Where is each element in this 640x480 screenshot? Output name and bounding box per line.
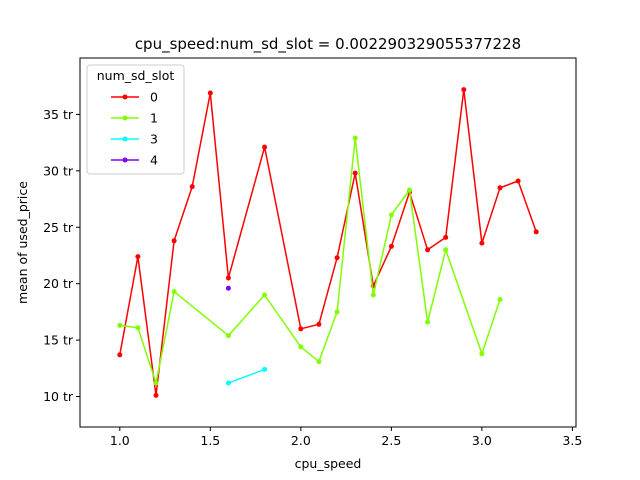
legend-label-0: 0 [150, 90, 158, 105]
data-point-1 [153, 380, 159, 386]
data-point-1 [135, 325, 141, 331]
legend-title: num_sd_slot [97, 68, 175, 83]
x-tick-label: 1.5 [200, 433, 220, 448]
data-point-1 [117, 322, 123, 328]
data-point-1 [334, 309, 340, 315]
data-point-0 [189, 184, 195, 190]
data-point-1 [225, 333, 231, 339]
data-point-0 [388, 243, 394, 249]
legend-marker-3 [122, 136, 128, 142]
data-point-0 [262, 144, 268, 150]
x-tick-label: 3.5 [562, 433, 582, 448]
data-point-0 [171, 238, 177, 244]
data-point-0 [497, 185, 503, 191]
legend-label-4: 4 [150, 153, 158, 168]
data-point-0 [207, 90, 213, 96]
data-point-0 [135, 254, 141, 260]
data-point-0 [533, 229, 539, 235]
data-point-0 [334, 255, 340, 261]
data-point-1 [370, 292, 376, 298]
y-tick-label: 35 tr [43, 107, 74, 122]
data-point-1 [407, 187, 412, 193]
legend-frame [86, 64, 185, 175]
data-point-1 [171, 289, 177, 295]
axes-frame [79, 57, 577, 428]
data-point-0 [153, 392, 159, 398]
x-tick-label: 3.0 [472, 433, 492, 448]
x-axis: 1.0 1.5 2.0 2.5 3.0 3.5 [110, 427, 582, 448]
data-point-1 [388, 212, 394, 218]
y-tick-label: 30 tr [43, 163, 74, 178]
x-tick-label: 1.0 [110, 433, 130, 448]
y-axis: 10 tr 15 tr 20 tr 25 tr 30 tr 35 tr [43, 107, 80, 404]
data-point-0 [443, 234, 449, 240]
series-line-0 [119, 88, 537, 397]
data-point-1 [497, 297, 503, 302]
legend-marker-1 [122, 115, 128, 121]
plot-area [117, 87, 539, 398]
data-point-1 [425, 319, 431, 325]
data-point-0 [425, 247, 431, 253]
x-axis-title: cpu_speed [295, 456, 362, 471]
data-point-0 [352, 170, 358, 176]
data-point-1 [316, 359, 322, 365]
y-tick-label: 10 tr [43, 389, 74, 404]
data-point-0 [479, 240, 485, 246]
series-line-3 [228, 368, 265, 384]
y-tick-label: 20 tr [43, 276, 74, 291]
data-point-0 [316, 321, 322, 327]
legend-marker-0 [122, 94, 128, 100]
x-tick-label: 2.5 [381, 433, 401, 448]
data-point-0 [515, 178, 521, 184]
data-point-1 [298, 344, 304, 350]
y-axis-title: mean of used_price [15, 181, 30, 304]
y-tick-label: 25 tr [43, 220, 74, 235]
legend: num_sd_slot 0 1 3 4 [86, 64, 185, 175]
y-tick-label: 15 tr [43, 333, 74, 348]
data-point-1 [479, 351, 485, 357]
data-point-1 [443, 247, 449, 253]
data-point-0 [117, 352, 123, 358]
legend-marker-4 [122, 157, 128, 163]
data-point-3 [262, 366, 268, 372]
data-point-1 [262, 292, 268, 298]
data-point-4 [225, 285, 231, 291]
data-point-1 [352, 135, 358, 141]
legend-label-1: 1 [150, 111, 158, 126]
data-point-0 [225, 275, 231, 281]
legend-label-3: 3 [150, 132, 158, 147]
series-line-1 [119, 137, 501, 384]
x-tick-label: 2.0 [291, 433, 311, 448]
data-point-0 [461, 87, 467, 93]
data-point-0 [298, 326, 304, 332]
data-point-3 [225, 380, 231, 386]
chart-title: cpu_speed:num_sd_slot = 0.00229032905537… [135, 35, 521, 54]
